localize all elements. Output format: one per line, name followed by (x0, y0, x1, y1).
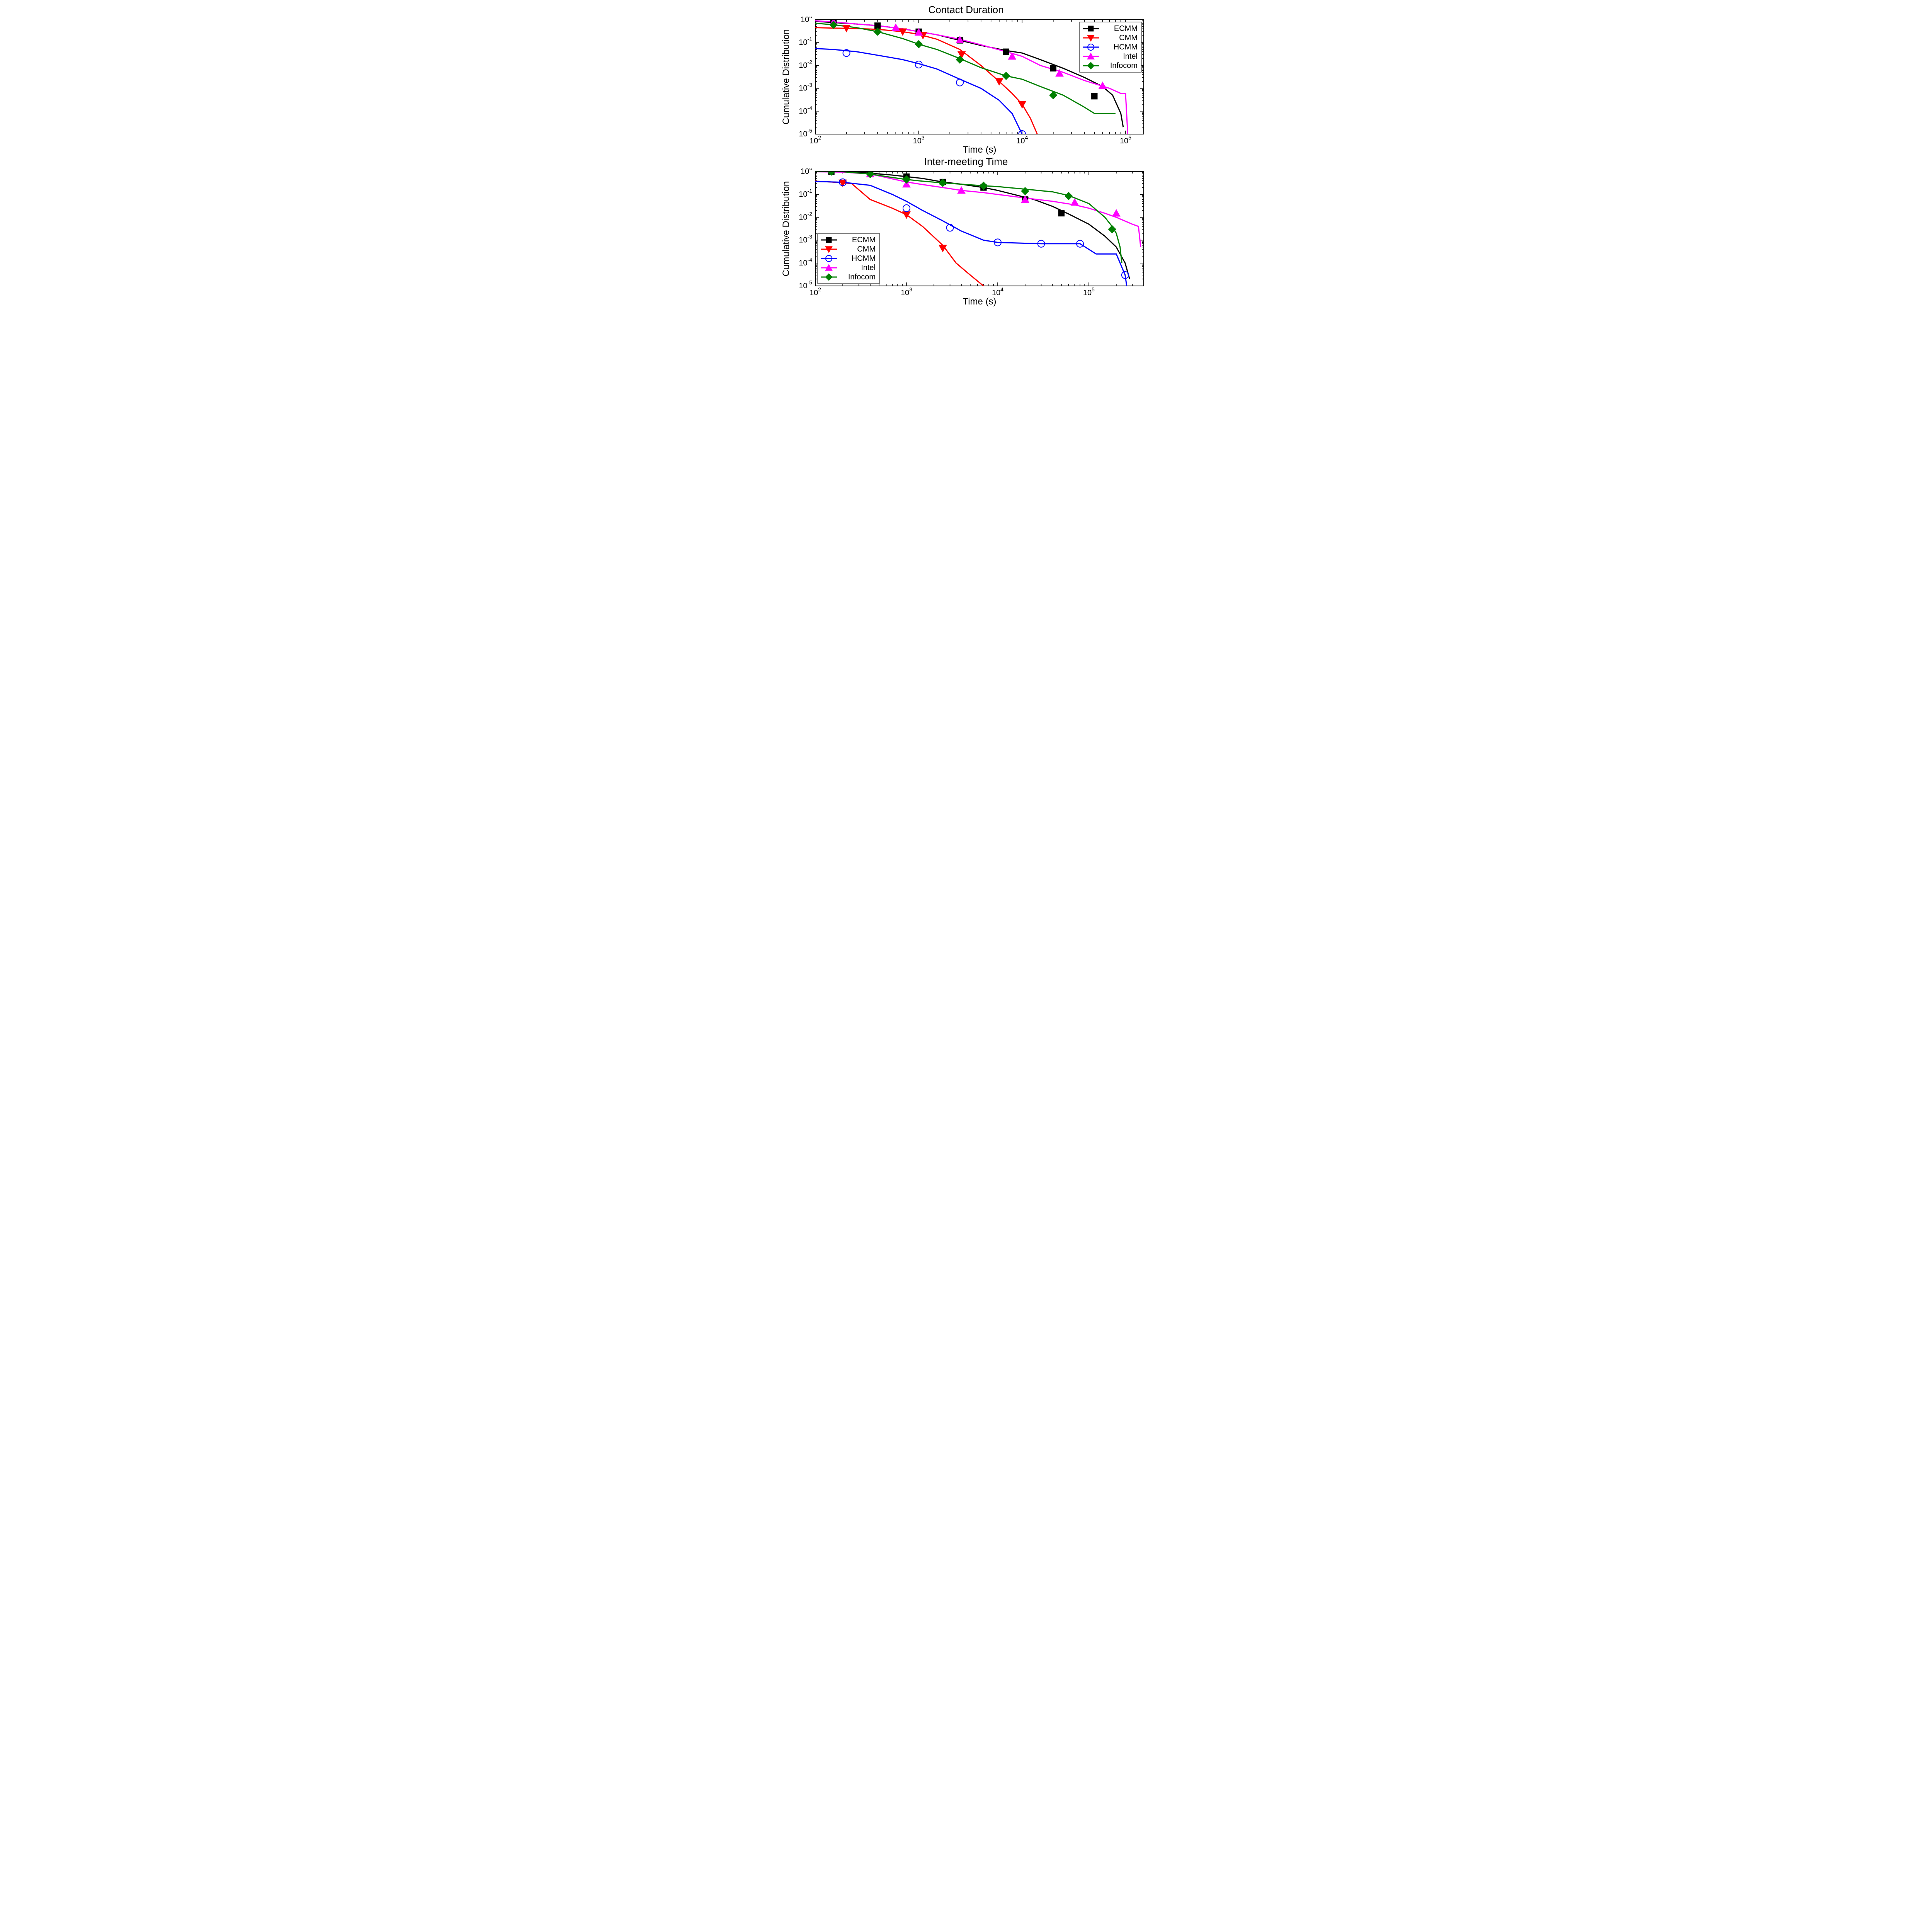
svg-text:10-1: 10-1 (799, 36, 812, 47)
svg-text:Infocom: Infocom (848, 273, 876, 281)
svg-text:100: 100 (801, 17, 812, 24)
svg-text:103: 103 (913, 134, 925, 145)
svg-text:103: 103 (901, 286, 912, 297)
svg-text:Cumulative Distribution: Cumulative Distribution (781, 181, 791, 277)
panel-title-intermeeting: Inter-meeting Time (781, 156, 1151, 168)
svg-text:10-4: 10-4 (799, 257, 812, 267)
svg-text:Intel: Intel (861, 264, 876, 272)
svg-text:105: 105 (1120, 134, 1131, 145)
svg-text:10-2: 10-2 (799, 59, 812, 70)
svg-text:HCMM: HCMM (852, 254, 876, 263)
svg-text:ECMM: ECMM (1114, 24, 1138, 33)
svg-text:CMM: CMM (1119, 34, 1138, 42)
svg-text:Time (s): Time (s) (963, 296, 996, 307)
svg-text:10-3: 10-3 (799, 82, 812, 93)
svg-text:10-4: 10-4 (799, 105, 812, 116)
svg-text:CMM: CMM (857, 245, 876, 253)
svg-text:104: 104 (992, 286, 1003, 297)
svg-text:105: 105 (1083, 286, 1095, 297)
svg-text:Time (s): Time (s) (963, 145, 996, 155)
panel-title-contact: Contact Duration (781, 4, 1151, 16)
svg-text:10-3: 10-3 (799, 234, 812, 245)
svg-text:HCMM: HCMM (1114, 43, 1138, 51)
svg-text:Intel: Intel (1123, 52, 1138, 61)
svg-text:Infocom: Infocom (1110, 61, 1138, 70)
figure: Contact Duration 10210310410510-510-410-… (781, 0, 1151, 315)
svg-text:102: 102 (810, 134, 821, 145)
svg-text:Cumulative Distribution: Cumulative Distribution (781, 29, 791, 125)
chart-intermeeting: 10210310410510-510-410-310-210-1100Time … (781, 168, 1151, 308)
svg-text:104: 104 (1016, 134, 1028, 145)
svg-text:ECMM: ECMM (852, 236, 876, 244)
svg-text:102: 102 (810, 286, 821, 297)
panel-intermeeting: Inter-meeting Time 10210310410510-510-41… (781, 156, 1151, 308)
svg-text:10-2: 10-2 (799, 211, 812, 221)
svg-text:100: 100 (801, 168, 812, 176)
panel-contact: Contact Duration 10210310410510-510-410-… (781, 4, 1151, 156)
svg-text:10-1: 10-1 (799, 188, 812, 199)
chart-contact: 10210310410510-510-410-310-210-1100Time … (781, 17, 1151, 156)
